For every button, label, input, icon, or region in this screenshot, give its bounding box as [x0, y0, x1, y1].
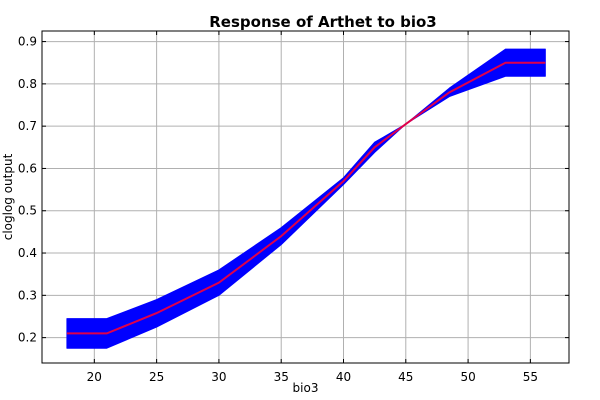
gridlines [42, 31, 569, 363]
y-tick-label: 0.4 [18, 246, 37, 260]
y-tick-label: 0.3 [18, 288, 37, 302]
y-axis-label: cloglog output [1, 153, 15, 240]
uncertainty-band [66, 48, 546, 349]
y-tick-label: 0.7 [18, 119, 37, 133]
x-axis-label: bio3 [293, 381, 319, 395]
mean-response-line [66, 61, 546, 335]
x-tick-label: 25 [149, 370, 164, 384]
plot-area [66, 48, 546, 349]
x-tick-label: 55 [523, 370, 538, 384]
y-tick-label: 0.6 [18, 161, 37, 175]
x-tick-label: 35 [274, 370, 289, 384]
chart-title: Response of Arthet to bio3 [209, 13, 437, 31]
x-tick-label: 30 [211, 370, 226, 384]
y-tick-label: 0.9 [18, 35, 37, 49]
x-tick-label: 40 [336, 370, 351, 384]
x-tick-label: 20 [87, 370, 102, 384]
x-tick-label: 50 [460, 370, 475, 384]
x-tick-label: 45 [398, 370, 413, 384]
y-tick-label: 0.5 [18, 204, 37, 218]
y-tick-label: 0.2 [18, 331, 37, 345]
y-tick-label: 0.8 [18, 77, 37, 91]
plot-frame [41, 30, 570, 364]
axis-ticks: 20 25 30 35 40 45 50 55 0.2 0.3 0.4 0.5 0.6 0.7 0.8 0.9 [18, 31, 569, 384]
